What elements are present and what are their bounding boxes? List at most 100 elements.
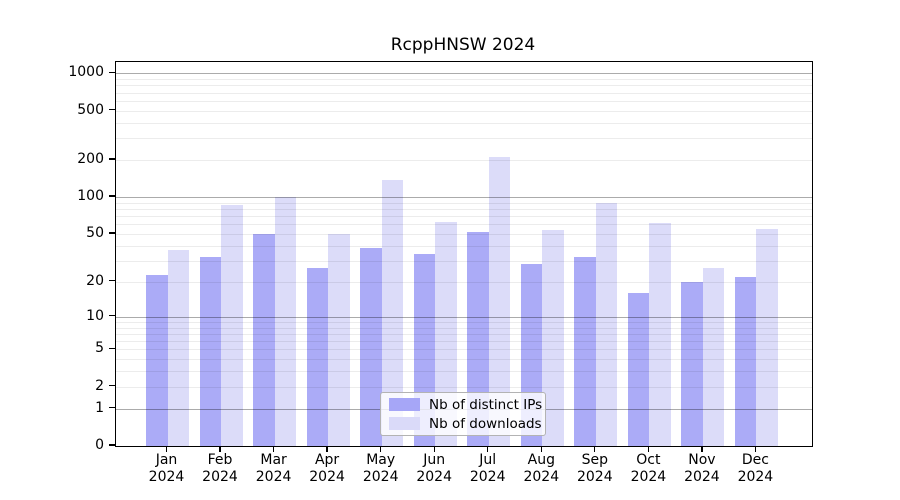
x-label-month: Jan	[155, 452, 178, 468]
bar-downloads-apr	[328, 233, 350, 446]
gridline-minor-20	[116, 281, 812, 283]
legend-label-distinct-ips: Nb of distinct IPs	[429, 396, 543, 413]
y-tick-label-500: 500	[77, 101, 104, 118]
x-tick-oct	[647, 446, 650, 452]
gridline-minor-8	[116, 327, 812, 329]
x-label-month: Oct	[636, 452, 661, 468]
bar-downloads-dec	[756, 228, 778, 446]
x-label-month: Jul	[479, 452, 497, 468]
chart-title: RcppHNSW 2024	[390, 35, 536, 55]
x-tick-label-jan: Jan 2024	[137, 452, 197, 486]
bar-downloads-may	[381, 179, 404, 446]
x-tick-aug	[540, 446, 542, 452]
x-tick-label-nov: Nov 2024	[672, 452, 732, 486]
gridline-minor-400	[116, 122, 812, 124]
legend-label-downloads: Nb of downloads	[429, 415, 542, 432]
x-label-month: Feb	[207, 452, 233, 468]
gridline-minor-6	[116, 341, 812, 342]
bar-ips-oct	[627, 293, 650, 446]
y-tick-50	[109, 232, 115, 234]
x-label-year: 2024	[523, 469, 560, 485]
bar-downloads-jan	[167, 249, 189, 446]
bar-downloads-sep	[595, 202, 618, 446]
x-tick-dec	[754, 446, 757, 452]
bar-ips-jan	[146, 274, 168, 446]
x-tick-mar	[272, 446, 275, 452]
x-tick-label-mar: Mar 2024	[244, 452, 304, 486]
x-label-month: May	[366, 452, 396, 468]
y-tick-200	[109, 158, 115, 160]
x-tick-jan	[165, 446, 168, 452]
gridline-minor-60	[116, 224, 812, 226]
x-label-year: 2024	[255, 469, 292, 485]
gridline-minor-9	[116, 321, 812, 323]
bar-downloads-feb	[221, 205, 243, 446]
y-tick-label-10: 10	[86, 307, 104, 324]
y-tick-10	[109, 315, 115, 317]
gridline-minor-600	[116, 100, 812, 102]
x-tick-apr	[326, 446, 328, 452]
y-tick-500	[109, 109, 115, 111]
x-label-month: Nov	[688, 452, 716, 468]
gridline-minor-200	[116, 159, 812, 161]
x-tick-jul	[487, 446, 489, 452]
bar-ips-nov	[681, 281, 703, 446]
x-label-month: Aug	[527, 452, 555, 468]
y-tick-2	[109, 385, 115, 387]
x-tick-label-aug: Aug 2024	[511, 452, 571, 486]
bar-ips-mar	[253, 233, 275, 446]
x-label-year: 2024	[362, 469, 399, 485]
bar-downloads-aug	[542, 229, 564, 446]
y-tick-label-2: 2	[95, 377, 104, 394]
bar-ips-dec	[734, 276, 757, 446]
gridline-minor-40	[116, 245, 812, 247]
gridline-minor-7	[116, 333, 812, 335]
x-label-month: Mar	[260, 452, 287, 468]
plot-area: Nb of distinct IPs Nb of downloads	[115, 61, 813, 447]
gridline-minor-700	[116, 92, 812, 94]
gridline-minor-900	[116, 79, 812, 80]
x-tick-label-apr: Apr 2024	[297, 452, 357, 486]
gridline-minor-3	[116, 371, 812, 373]
legend: Nb of distinct IPs Nb of downloads	[380, 392, 546, 436]
legend-row-downloads: Nb of downloads	[381, 416, 545, 432]
gridline-minor-300	[116, 138, 812, 140]
gridline-major-10	[116, 316, 812, 318]
y-tick-label-200: 200	[77, 150, 104, 167]
gridline-major-1000	[116, 73, 812, 75]
bar-downloads-nov	[702, 268, 725, 446]
y-tick-label-100: 100	[77, 188, 104, 205]
x-label-month: Sep	[581, 452, 608, 468]
x-tick-label-oct: Oct 2024	[618, 452, 678, 486]
legend-swatch-distinct-ips	[389, 398, 420, 411]
x-label-year: 2024	[630, 469, 667, 485]
bar-downloads-jun	[435, 221, 457, 446]
y-tick-label-1000: 1000	[68, 64, 104, 81]
gridline-minor-30	[116, 260, 812, 262]
x-label-year: 2024	[684, 469, 720, 485]
x-tick-sep	[594, 446, 596, 452]
x-tick-label-may: May 2024	[351, 452, 411, 486]
x-tick-label-jun: Jun 2024	[404, 452, 464, 486]
x-tick-label-jul: Jul 2024	[458, 452, 518, 486]
legend-swatch-downloads	[389, 417, 420, 430]
y-tick-label-5: 5	[95, 340, 104, 357]
y-tick-label-1: 1	[95, 399, 104, 416]
gridline-minor-5	[116, 349, 812, 351]
y-tick-label-50: 50	[86, 224, 104, 241]
bar-ips-apr	[306, 268, 329, 446]
bar-downloads-jul	[488, 157, 511, 446]
x-tick-label-feb: Feb 2024	[190, 452, 250, 486]
gridline-minor-500	[116, 110, 812, 112]
x-tick-nov	[701, 446, 703, 452]
x-tick-jun	[433, 446, 435, 452]
y-tick-20	[109, 280, 115, 282]
gridline-minor-4	[116, 359, 812, 361]
gridline-minor-800	[116, 85, 812, 87]
x-tick-may	[380, 446, 382, 452]
x-label-year: 2024	[737, 469, 774, 485]
y-tick-label-20: 20	[86, 272, 104, 289]
x-label-year: 2024	[202, 469, 238, 485]
y-tick-1	[109, 406, 115, 409]
